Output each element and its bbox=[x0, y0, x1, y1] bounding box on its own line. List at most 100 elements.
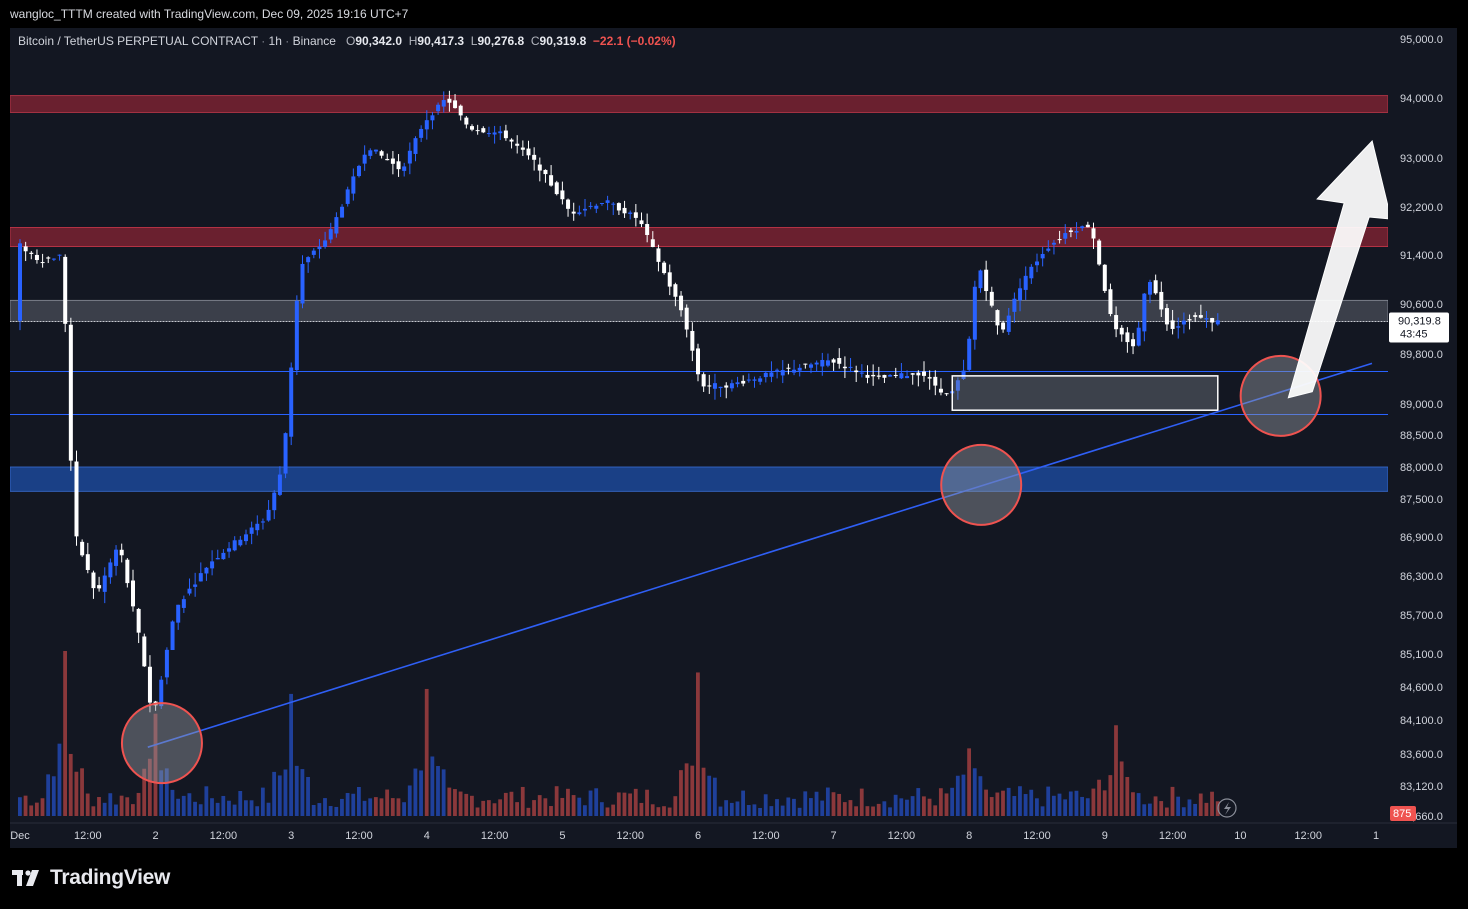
volume-bar bbox=[91, 806, 96, 816]
candle-body bbox=[181, 599, 186, 608]
projection-arrow[interactable] bbox=[1287, 140, 1392, 399]
candle-body bbox=[464, 117, 469, 125]
volume-bar bbox=[311, 805, 316, 816]
volume-bar bbox=[198, 804, 203, 816]
candle-body bbox=[775, 369, 780, 371]
volume-bar bbox=[1097, 779, 1101, 816]
candle-body bbox=[159, 679, 164, 707]
volume-bar bbox=[797, 807, 802, 816]
candle-body bbox=[102, 575, 107, 592]
volume-bar bbox=[594, 788, 599, 816]
volume-bar bbox=[1108, 775, 1113, 816]
candle-body bbox=[972, 286, 977, 340]
volume-bar bbox=[390, 798, 395, 816]
range-box[interactable] bbox=[951, 375, 1219, 411]
volume-bar bbox=[114, 804, 118, 816]
volume-bar bbox=[1210, 791, 1214, 816]
volume-bar bbox=[1001, 790, 1005, 816]
volume-bar bbox=[51, 776, 56, 816]
candle-body bbox=[481, 128, 486, 133]
candle-body bbox=[1142, 293, 1147, 332]
volume-bar bbox=[481, 800, 486, 816]
candle-body bbox=[916, 372, 921, 376]
zone-resistance-1[interactable] bbox=[10, 226, 1389, 247]
candle-body bbox=[91, 572, 96, 589]
time-tick-label: 2 bbox=[153, 830, 159, 842]
candle-body bbox=[1164, 308, 1169, 325]
time-tick-label: 6 bbox=[695, 830, 701, 842]
candle-body bbox=[453, 100, 458, 109]
candle-body bbox=[1001, 322, 1006, 330]
time-tick-label: 4 bbox=[424, 830, 430, 842]
marker-circle-0[interactable] bbox=[120, 702, 203, 785]
volume-bar bbox=[1193, 803, 1197, 816]
volume-bar bbox=[662, 806, 666, 816]
volume-bar bbox=[526, 807, 531, 816]
symbol-name[interactable]: Bitcoin / TetherUS PERPETUAL CONTRACT bbox=[18, 34, 258, 48]
tradingview-logo[interactable]: TradingView bbox=[12, 866, 170, 890]
interval-label[interactable]: 1h bbox=[268, 34, 282, 48]
volume-bar bbox=[1018, 786, 1022, 816]
candle-body bbox=[277, 474, 282, 495]
trendline[interactable] bbox=[147, 362, 1373, 748]
volume-bar bbox=[215, 802, 220, 816]
volume-bar bbox=[786, 797, 791, 816]
candle-body bbox=[136, 608, 141, 633]
high-value: 90,417.3 bbox=[417, 34, 465, 48]
candle-body bbox=[859, 372, 864, 374]
candle-body bbox=[848, 366, 853, 368]
candle-body bbox=[1215, 320, 1220, 325]
volume-bar bbox=[543, 798, 548, 816]
candle-body bbox=[526, 148, 531, 156]
candle-body bbox=[639, 220, 644, 225]
candlestick-chart[interactable]: 95,000.0 94,000.0 93,000.0 92,200.0 91,400.0… bbox=[10, 28, 1457, 848]
candle-body bbox=[854, 370, 859, 373]
volume-bar bbox=[690, 765, 695, 816]
price-axis-area[interactable] bbox=[1388, 28, 1457, 848]
candle-body bbox=[809, 364, 813, 368]
volume-bar bbox=[57, 743, 62, 816]
candle-body bbox=[520, 147, 525, 150]
volume-bar bbox=[712, 777, 717, 816]
lightning-icon[interactable] bbox=[1217, 798, 1237, 818]
volume-bar bbox=[588, 790, 593, 816]
volume-bar bbox=[204, 786, 209, 816]
candle-body bbox=[724, 385, 729, 388]
volume-bar bbox=[1148, 803, 1152, 816]
price-tick-label: 83,120.0 bbox=[1400, 781, 1443, 793]
volume-bar bbox=[718, 806, 723, 816]
volume-bar bbox=[1046, 786, 1051, 816]
candle-body bbox=[1114, 315, 1119, 330]
volume-bar bbox=[1040, 806, 1045, 816]
volume-bar bbox=[1006, 787, 1011, 816]
candle-body bbox=[244, 534, 248, 542]
price-tick-label: 92,200.0 bbox=[1400, 202, 1443, 214]
creator-credit: wangloc_TTTM created with TradingView.co… bbox=[10, 7, 409, 21]
time-tick-label: 12:00 bbox=[74, 830, 102, 842]
candle-body bbox=[1131, 339, 1136, 347]
zone-support-3[interactable] bbox=[10, 466, 1389, 492]
volume-bar bbox=[492, 803, 497, 816]
candle-body bbox=[1153, 280, 1158, 294]
candle-body bbox=[814, 362, 819, 365]
candle-body bbox=[1063, 233, 1068, 239]
chart-panel[interactable]: 95,000.0 94,000.0 93,000.0 92,200.0 91,400.0… bbox=[10, 28, 1457, 848]
volume-bar bbox=[1091, 788, 1096, 816]
marker-circle-1[interactable] bbox=[940, 443, 1023, 526]
candle-body bbox=[125, 559, 130, 584]
candle-body bbox=[249, 527, 254, 534]
volume-bar bbox=[345, 793, 350, 816]
candle-body bbox=[673, 284, 678, 297]
candle-body bbox=[583, 208, 587, 211]
candle-body bbox=[961, 370, 966, 379]
candle-body bbox=[865, 374, 870, 378]
volume-bar bbox=[317, 803, 322, 816]
volume-bar bbox=[656, 807, 661, 816]
zone-resistance-0[interactable] bbox=[10, 95, 1389, 113]
candle-body bbox=[1170, 320, 1175, 329]
volume-bar bbox=[46, 774, 51, 816]
zone-range-2[interactable] bbox=[10, 299, 1389, 322]
volume-bar bbox=[549, 806, 553, 816]
volume-bar bbox=[1023, 794, 1028, 816]
volume-bar bbox=[210, 798, 214, 816]
